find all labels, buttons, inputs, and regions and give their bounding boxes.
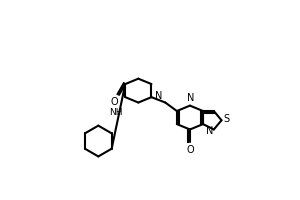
Text: N: N xyxy=(206,126,214,136)
Text: N: N xyxy=(187,93,194,103)
Text: O: O xyxy=(111,97,118,107)
Text: N: N xyxy=(154,91,162,101)
Text: NH: NH xyxy=(110,108,123,117)
Text: S: S xyxy=(224,114,230,124)
Text: O: O xyxy=(186,145,194,155)
